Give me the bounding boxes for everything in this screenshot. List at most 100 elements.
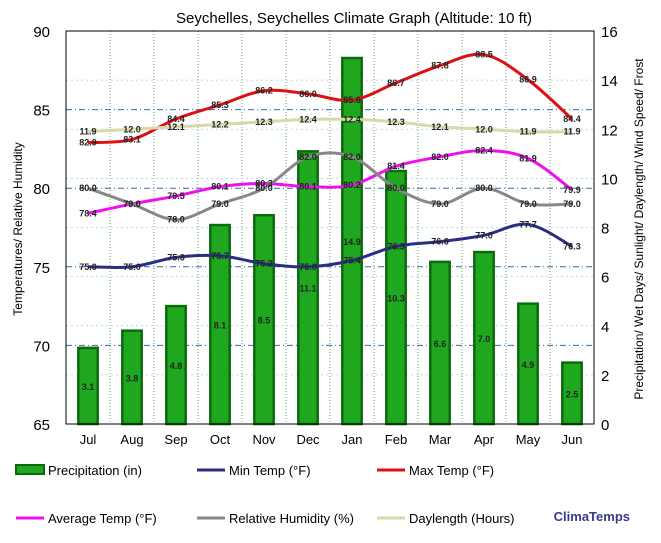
- relative-humidity-data-label: 78.0: [167, 215, 185, 225]
- average-temp-data-label: 81.9: [519, 153, 537, 163]
- max-temp-data-label: 86.9: [519, 75, 537, 85]
- x-tick-label: Jul: [80, 432, 97, 447]
- relative-humidity-data-label: 82.0: [343, 152, 361, 162]
- relative-humidity-data-label: 79.0: [431, 199, 449, 209]
- y-tick-label-left: 70: [33, 338, 50, 355]
- min-temp-data-label: 75.0: [299, 262, 317, 272]
- relative-humidity-data-label: 80.0: [387, 183, 405, 193]
- daylength-data-label: 12.0: [475, 124, 493, 134]
- data-labels: 3.1 3.8 4.8 8.1 8.5 11.1 14.9 10.3 6.6 7.0 4.9 2.5 7…: [79, 50, 581, 400]
- relative-humidity-data-label: 79.0: [563, 199, 581, 209]
- daylength-line: [87, 117, 573, 134]
- y-tick-label-left: 85: [33, 103, 50, 120]
- max-temp-data-label: 88.5: [475, 50, 493, 60]
- legend-entry: Max Temp (°F): [409, 463, 494, 478]
- y-tick-label-right: 10: [601, 171, 618, 188]
- average-temp-line: [87, 148, 573, 215]
- relative-humidity-data-label: 79.0: [211, 199, 229, 209]
- y-tick-label-left: 65: [33, 417, 50, 434]
- y-tick-label-right: 16: [601, 24, 618, 41]
- precipitation-data-label: 10.3: [387, 294, 405, 304]
- precipitation-data-label: 6.6: [434, 339, 447, 349]
- axes: 65 70 75 80 85 90 0 2 4 6 8 10 12 14 16 Jul Aug Sep Oct Nov…: [33, 24, 617, 447]
- relative-humidity-data-label: 80.0: [255, 183, 273, 193]
- average-temp-data-label: 80.3: [255, 178, 273, 188]
- average-temp-data-label: 78.4: [79, 208, 97, 218]
- max-temp-data-label: 84.4: [563, 114, 581, 124]
- legend-entry: Precipitation (in): [48, 463, 142, 478]
- precipitation-data-label: 14.9: [343, 237, 361, 247]
- min-temp-data-label: 75.0: [123, 262, 141, 272]
- precipitation-bars: [77, 56, 583, 426]
- max-temp-data-label: 84.4: [167, 114, 185, 124]
- x-tick-label: Feb: [385, 432, 407, 447]
- precipitation-data-label: 8.5: [258, 316, 271, 326]
- x-tick-label: Apr: [474, 432, 495, 447]
- relative-humidity-data-label: 79.0: [519, 199, 537, 209]
- brand-logo: ClimaTemps: [554, 509, 630, 524]
- average-temp-data-label: 79.5: [167, 191, 185, 201]
- x-tick-label: Sep: [164, 432, 187, 447]
- daylength-data-label: 12.4: [299, 114, 317, 124]
- chart-title: Seychelles, Seychelles Climate Graph (Al…: [176, 10, 532, 27]
- legend: Precipitation (in) Min Temp (°F) Max Temp …: [15, 463, 515, 526]
- y-tick-label-left: 75: [33, 260, 50, 277]
- precipitation-data-label: 3.8: [126, 373, 139, 383]
- max-temp-data-label: 86.0: [299, 89, 317, 99]
- daylength-data-label: 12.1: [167, 122, 185, 132]
- precipitation-data-label: 11.1: [299, 284, 316, 294]
- y-tick-label-right: 4: [601, 319, 609, 336]
- x-tick-label: Jan: [342, 432, 363, 447]
- relative-humidity-line: [87, 151, 573, 222]
- y-axis-label-right: Precipitation/ Wet Days/ Sunlight/ Dayle…: [632, 58, 646, 400]
- x-tick-label: Mar: [429, 432, 452, 447]
- series-lines: [87, 52, 573, 269]
- average-temp-data-label: 79.9: [563, 185, 581, 195]
- x-tick-label: Dec: [296, 432, 320, 447]
- x-tick-label: Nov: [252, 432, 276, 447]
- min-temp-data-label: 75.0: [79, 262, 97, 272]
- x-tick-label: Oct: [210, 432, 231, 447]
- daylength-data-label: 12.2: [211, 119, 229, 129]
- y-tick-label-right: 8: [601, 221, 609, 238]
- min-temp-data-label: 75.2: [255, 259, 273, 269]
- precipitation-data-label: 8.1: [214, 321, 227, 331]
- average-temp-data-label: 80.2: [343, 180, 361, 190]
- min-temp-data-label: 77.7: [519, 219, 537, 229]
- max-temp-data-label: 87.8: [431, 61, 449, 71]
- max-temp-data-label: 82.9: [79, 138, 97, 148]
- max-temp-data-label: 85.3: [211, 100, 229, 110]
- y-axis-label-left: Temperatures/ Relative Humidity: [11, 142, 25, 315]
- precipitation-data-label: 4.9: [522, 360, 535, 370]
- precipitation-data-label: 7.0: [478, 334, 491, 344]
- min-temp-data-label: 77.0: [475, 230, 493, 240]
- legend-entry: Daylength (Hours): [409, 511, 515, 526]
- daylength-data-label: 12.0: [123, 124, 141, 134]
- max-temp-data-label: 85.6: [343, 95, 361, 105]
- precipitation-data-label: 2.5: [566, 389, 579, 399]
- min-temp-data-label: 75.6: [167, 252, 185, 262]
- min-temp-data-label: 76.6: [431, 237, 449, 247]
- y-tick-label-right: 0: [601, 417, 609, 434]
- daylength-data-label: 12.3: [387, 117, 405, 127]
- max-temp-data-label: 83.1: [123, 134, 141, 144]
- grid: [66, 31, 594, 424]
- max-temp-data-label: 86.2: [255, 86, 273, 96]
- max-temp-line: [87, 52, 573, 145]
- daylength-data-label: 11.9: [79, 127, 96, 137]
- min-temp-line: [87, 222, 573, 269]
- max-temp-data-label: 86.7: [387, 78, 405, 88]
- average-temp-data-label: 80.1: [211, 182, 229, 192]
- average-temp-data-label: 79.0: [123, 199, 141, 209]
- average-temp-data-label: 82.4: [475, 145, 493, 155]
- relative-humidity-data-label: 82.0: [299, 152, 317, 162]
- daylength-data-label: 11.9: [519, 127, 536, 137]
- legend-swatch-precipitation: [15, 464, 45, 475]
- x-tick-label: Aug: [120, 432, 143, 447]
- daylength-data-label: 12.1: [431, 122, 449, 132]
- daylength-data-label: 12.3: [255, 117, 273, 127]
- legend-entry: Min Temp (°F): [229, 463, 311, 478]
- relative-humidity-data-label: 80.0: [79, 183, 97, 193]
- y-tick-label-left: 80: [33, 181, 50, 198]
